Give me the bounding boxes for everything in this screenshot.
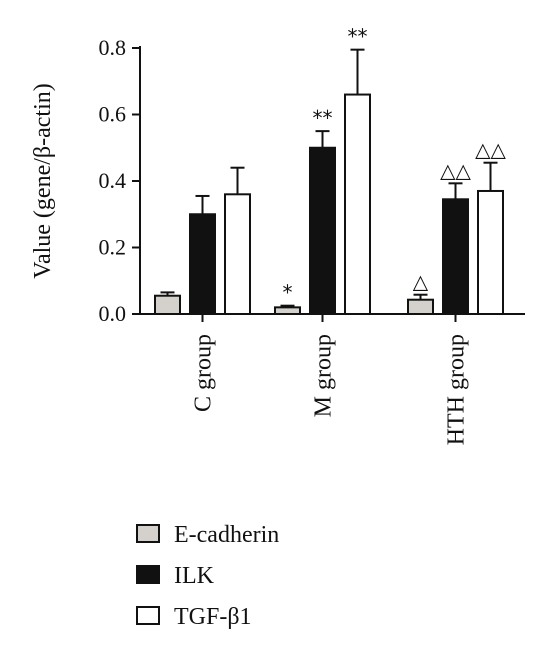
legend-label: E-cadherin <box>174 522 279 548</box>
legend-swatch <box>136 565 160 584</box>
legend: E-cadherin ILK TGF-β1 <box>136 522 279 630</box>
bar <box>274 306 301 316</box>
bar <box>477 189 504 316</box>
y-axis-label: Value (gene/β-actin) <box>30 83 56 278</box>
bar <box>189 213 216 315</box>
x-category-label: C group <box>191 334 217 412</box>
bar <box>407 298 434 316</box>
x-category-label: M group <box>311 334 337 417</box>
legend-swatch <box>136 524 160 543</box>
y-tick-label: 0.2 <box>99 235 127 260</box>
y-axis: 0.0 0.2 0.4 0.6 0.8 <box>99 35 141 326</box>
legend-label: TGF-β1 <box>174 604 252 630</box>
significance-mark: △ <box>413 270 429 294</box>
significance-mark: * <box>283 281 293 305</box>
x-axis: C group M group HTH group <box>140 313 525 445</box>
y-tick-label: 0.6 <box>99 102 127 127</box>
bar <box>154 294 181 315</box>
bars: * △ ** △△ ** △△ <box>154 25 506 316</box>
significance-mark: △△ <box>440 158 471 182</box>
legend-label: ILK <box>174 563 215 589</box>
bar <box>309 146 336 315</box>
y-tick-label: 0.0 <box>99 301 127 326</box>
bar <box>224 193 251 315</box>
significance-mark: △△ <box>475 138 506 162</box>
bar <box>442 198 469 316</box>
significance-mark: ** <box>348 25 368 49</box>
significance-mark: ** <box>313 106 333 130</box>
y-tick-label: 0.8 <box>99 35 127 60</box>
legend-swatch <box>136 606 160 625</box>
y-tick-label: 0.4 <box>99 168 127 193</box>
x-category-label: HTH group <box>444 334 470 445</box>
bar <box>344 93 371 315</box>
